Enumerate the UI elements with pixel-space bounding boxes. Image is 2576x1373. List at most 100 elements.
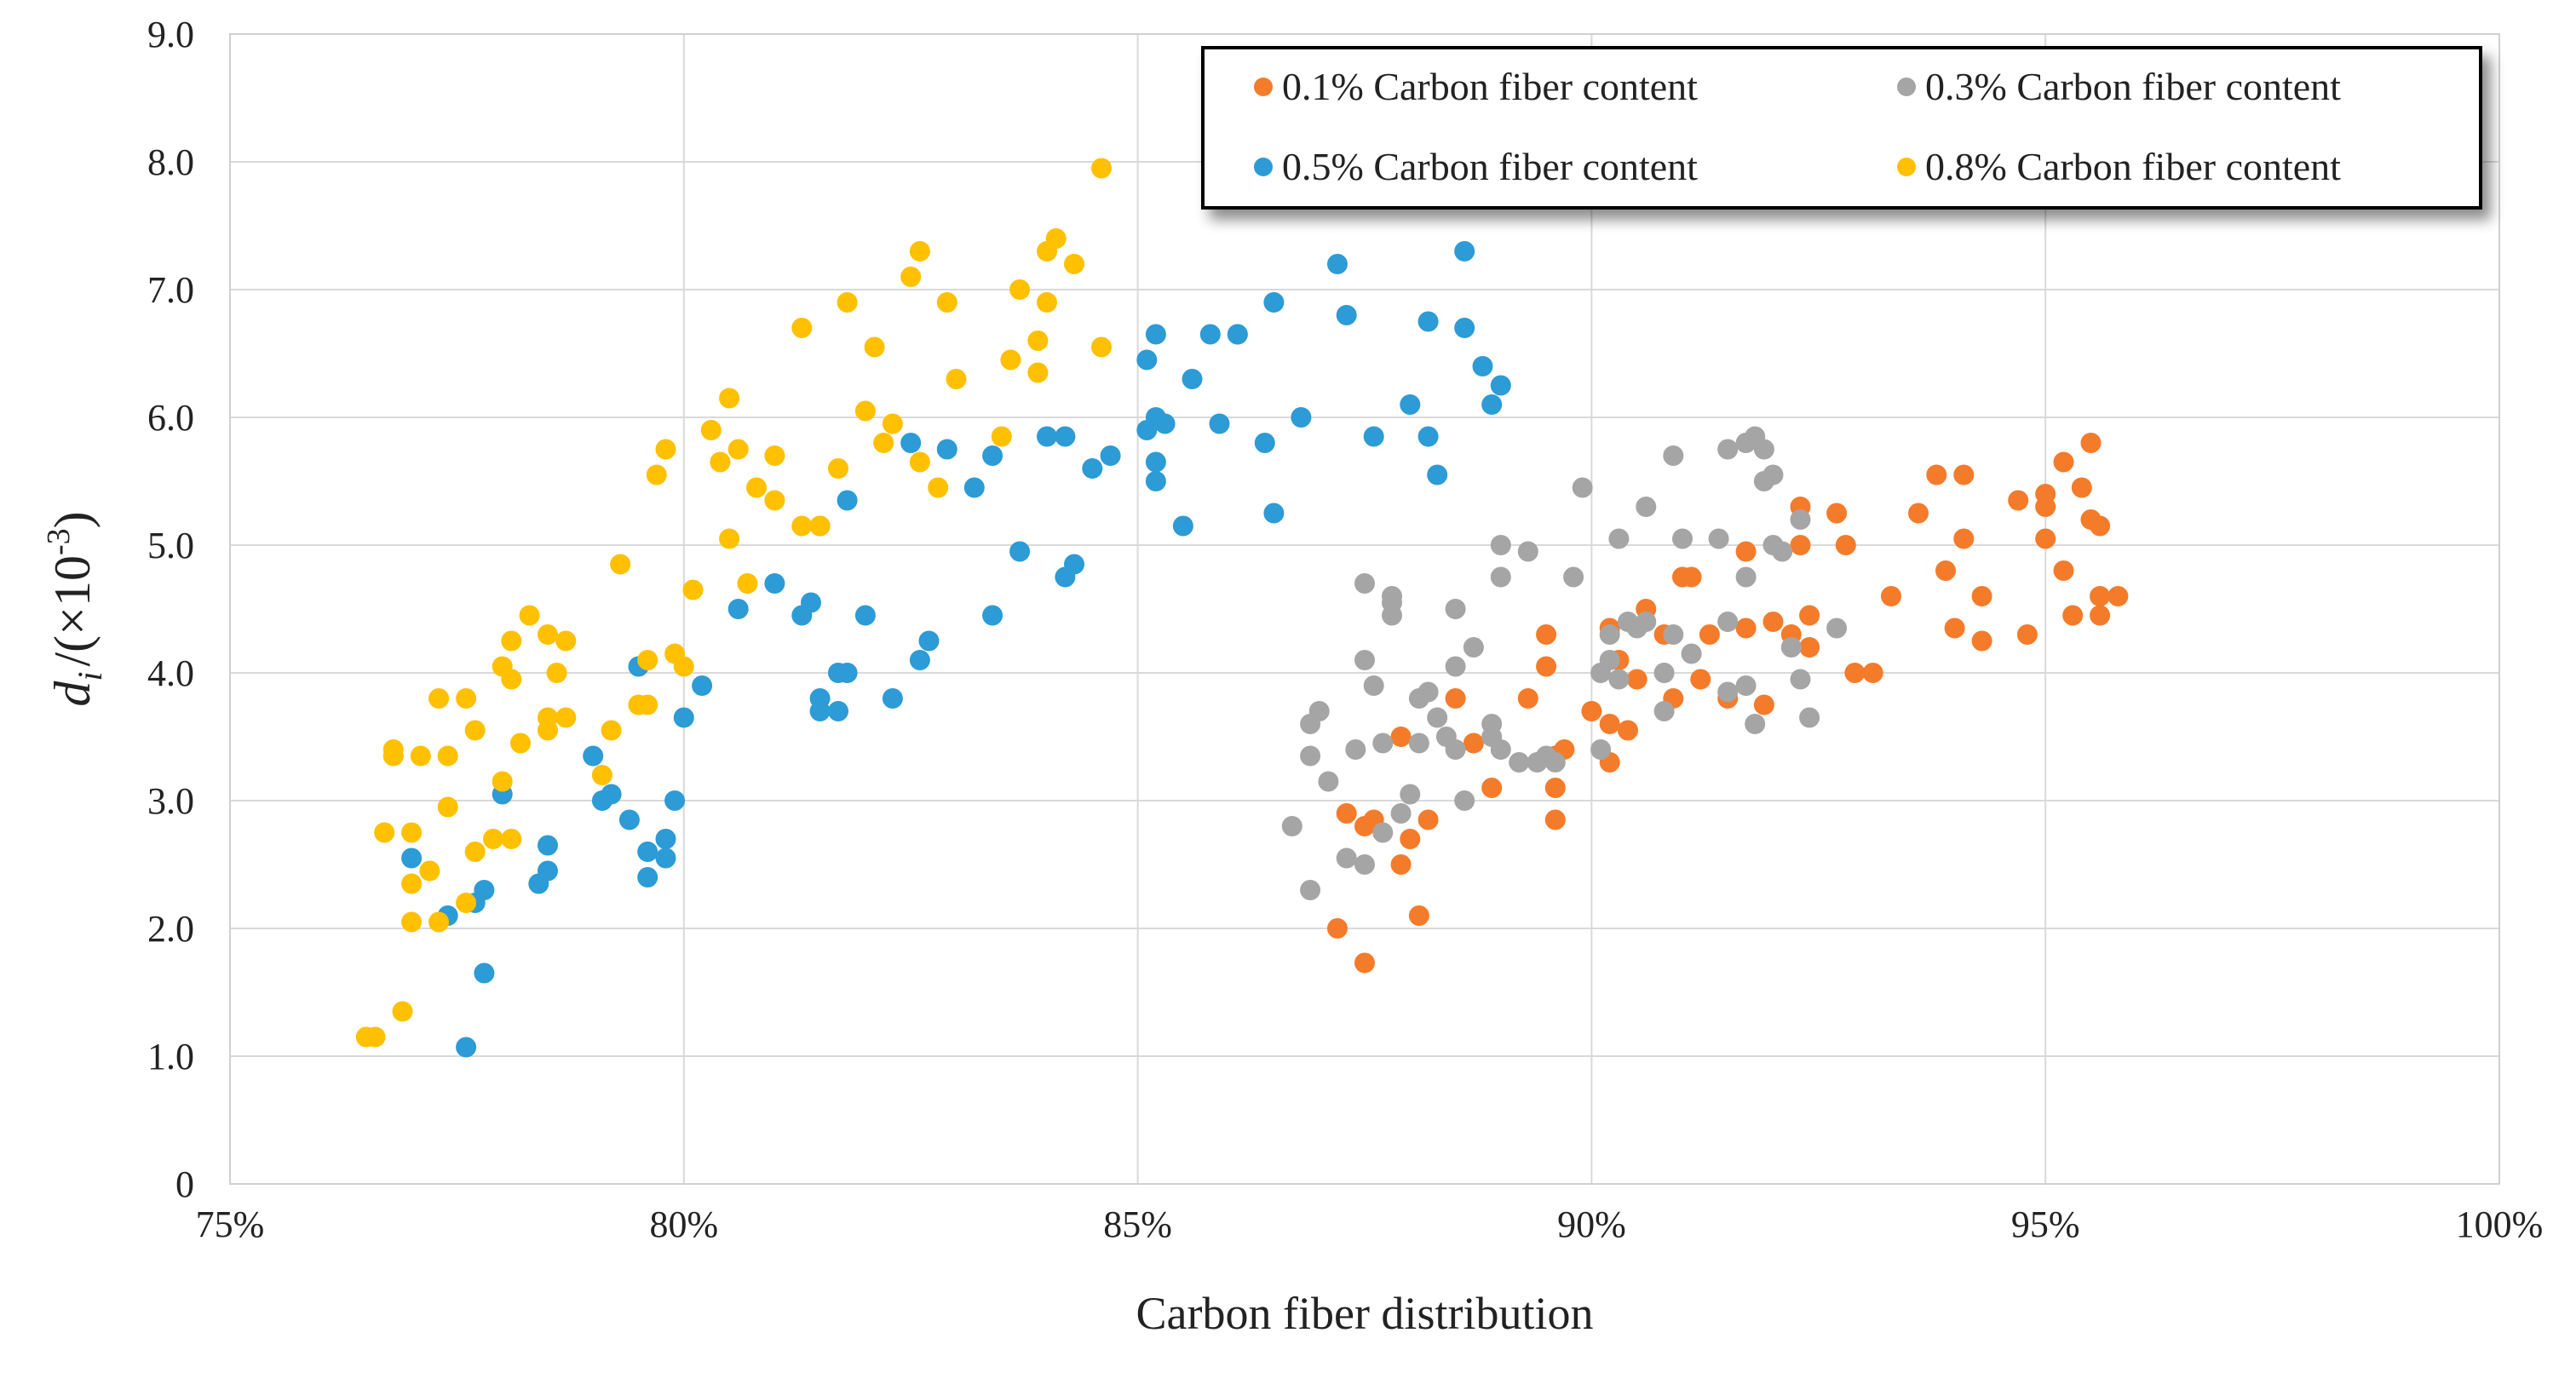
data-point bbox=[1327, 918, 1348, 939]
data-point bbox=[1281, 816, 1302, 836]
data-point bbox=[1227, 324, 1248, 345]
data-point bbox=[1308, 701, 1330, 721]
data-point bbox=[1300, 745, 1321, 767]
data-point bbox=[1536, 745, 1557, 767]
data-point bbox=[1490, 375, 1511, 396]
data-point bbox=[1055, 426, 1076, 447]
legend-box bbox=[1201, 46, 2482, 210]
data-point bbox=[456, 893, 477, 913]
data-point bbox=[809, 688, 831, 709]
data-point bbox=[1145, 471, 1166, 491]
data-point bbox=[555, 630, 577, 652]
data-point bbox=[1544, 809, 1566, 830]
data-point bbox=[2090, 586, 2111, 606]
data-point bbox=[492, 771, 513, 792]
data-point bbox=[1881, 586, 1901, 606]
y-tick-label: 6.0 bbox=[147, 397, 194, 439]
data-point bbox=[1427, 707, 1448, 728]
legend-item-0.5: 0.5% Carbon fiber content bbox=[1254, 145, 1698, 188]
data-point bbox=[583, 745, 604, 767]
data-point bbox=[428, 688, 450, 709]
data-point bbox=[1145, 451, 1166, 473]
y-tick-label: 1.0 bbox=[147, 1036, 194, 1077]
data-point bbox=[1862, 663, 1883, 683]
y-axis-title-symbol: d bbox=[44, 681, 101, 707]
data-point bbox=[873, 433, 894, 453]
data-point bbox=[1372, 732, 1394, 754]
data-point bbox=[1590, 739, 1612, 760]
data-point bbox=[2062, 605, 2084, 626]
data-point bbox=[1772, 541, 1793, 562]
x-tick-label: 95% bbox=[2011, 1204, 2080, 1245]
data-point bbox=[1544, 778, 1566, 798]
y-tick-label: 7.0 bbox=[147, 269, 194, 311]
x-tick-label: 80% bbox=[649, 1204, 718, 1245]
data-point bbox=[1445, 599, 1466, 619]
data-point bbox=[1045, 228, 1067, 249]
data-point bbox=[483, 829, 503, 849]
data-point bbox=[464, 720, 486, 741]
legend-label-0.5: 0.5% Carbon fiber content bbox=[1282, 145, 1698, 188]
data-point bbox=[428, 911, 450, 933]
data-point bbox=[1408, 732, 1429, 754]
data-point bbox=[2071, 477, 2092, 498]
y-axis-title-unit-prefix: /(×10 bbox=[44, 555, 101, 667]
data-point bbox=[655, 439, 676, 460]
legend-label-0.3: 0.3% Carbon fiber content bbox=[1925, 65, 2341, 108]
data-point bbox=[1481, 394, 1503, 415]
data-point bbox=[1563, 566, 1584, 588]
data-point bbox=[1780, 637, 1802, 658]
data-point bbox=[1908, 503, 1929, 524]
data-point bbox=[963, 477, 985, 498]
x-tick-label: 85% bbox=[1103, 1204, 1172, 1245]
data-point bbox=[1490, 739, 1511, 760]
data-point bbox=[510, 732, 531, 754]
data-point bbox=[456, 1037, 477, 1058]
data-point bbox=[1762, 612, 1784, 632]
data-point bbox=[538, 860, 558, 882]
data-point bbox=[601, 720, 622, 741]
data-point bbox=[1009, 279, 1031, 300]
data-point bbox=[1417, 311, 1439, 332]
data-point bbox=[637, 650, 658, 670]
x-axis-title: Carbon fiber distribution bbox=[1136, 1288, 1594, 1339]
data-point bbox=[1064, 554, 1084, 575]
data-point bbox=[1382, 586, 1402, 606]
data-point bbox=[1935, 560, 1956, 581]
data-point bbox=[764, 573, 785, 594]
data-point bbox=[1599, 650, 1620, 670]
data-point bbox=[837, 490, 858, 511]
data-point bbox=[1454, 241, 1475, 261]
data-point bbox=[1136, 349, 1158, 371]
data-point bbox=[501, 669, 522, 690]
data-point bbox=[1100, 445, 1121, 466]
data-points bbox=[355, 158, 2129, 1058]
data-point bbox=[1009, 541, 1031, 562]
data-point bbox=[682, 579, 704, 600]
data-point bbox=[1354, 854, 1375, 875]
data-point bbox=[1690, 669, 1711, 690]
data-point bbox=[1663, 624, 1684, 645]
data-point bbox=[1390, 854, 1412, 875]
data-point bbox=[1735, 541, 1757, 562]
y-axis-title-subscript: i bbox=[71, 672, 109, 681]
data-point bbox=[1172, 515, 1193, 537]
data-point bbox=[1091, 158, 1112, 179]
data-point bbox=[610, 554, 631, 575]
data-point bbox=[437, 796, 458, 818]
data-point bbox=[1082, 458, 1103, 479]
data-point bbox=[1509, 752, 1530, 773]
data-point bbox=[2080, 433, 2102, 453]
y-axis-title-exponent: -3 bbox=[41, 528, 77, 555]
data-point bbox=[501, 829, 522, 849]
data-point bbox=[1463, 637, 1484, 658]
data-point bbox=[1717, 612, 1739, 632]
data-point bbox=[1327, 254, 1348, 274]
data-point bbox=[591, 790, 612, 811]
data-point bbox=[1263, 503, 1285, 524]
data-point bbox=[1318, 771, 1339, 792]
data-point bbox=[618, 809, 640, 830]
data-point bbox=[1490, 535, 1511, 555]
data-point bbox=[2053, 451, 2074, 473]
